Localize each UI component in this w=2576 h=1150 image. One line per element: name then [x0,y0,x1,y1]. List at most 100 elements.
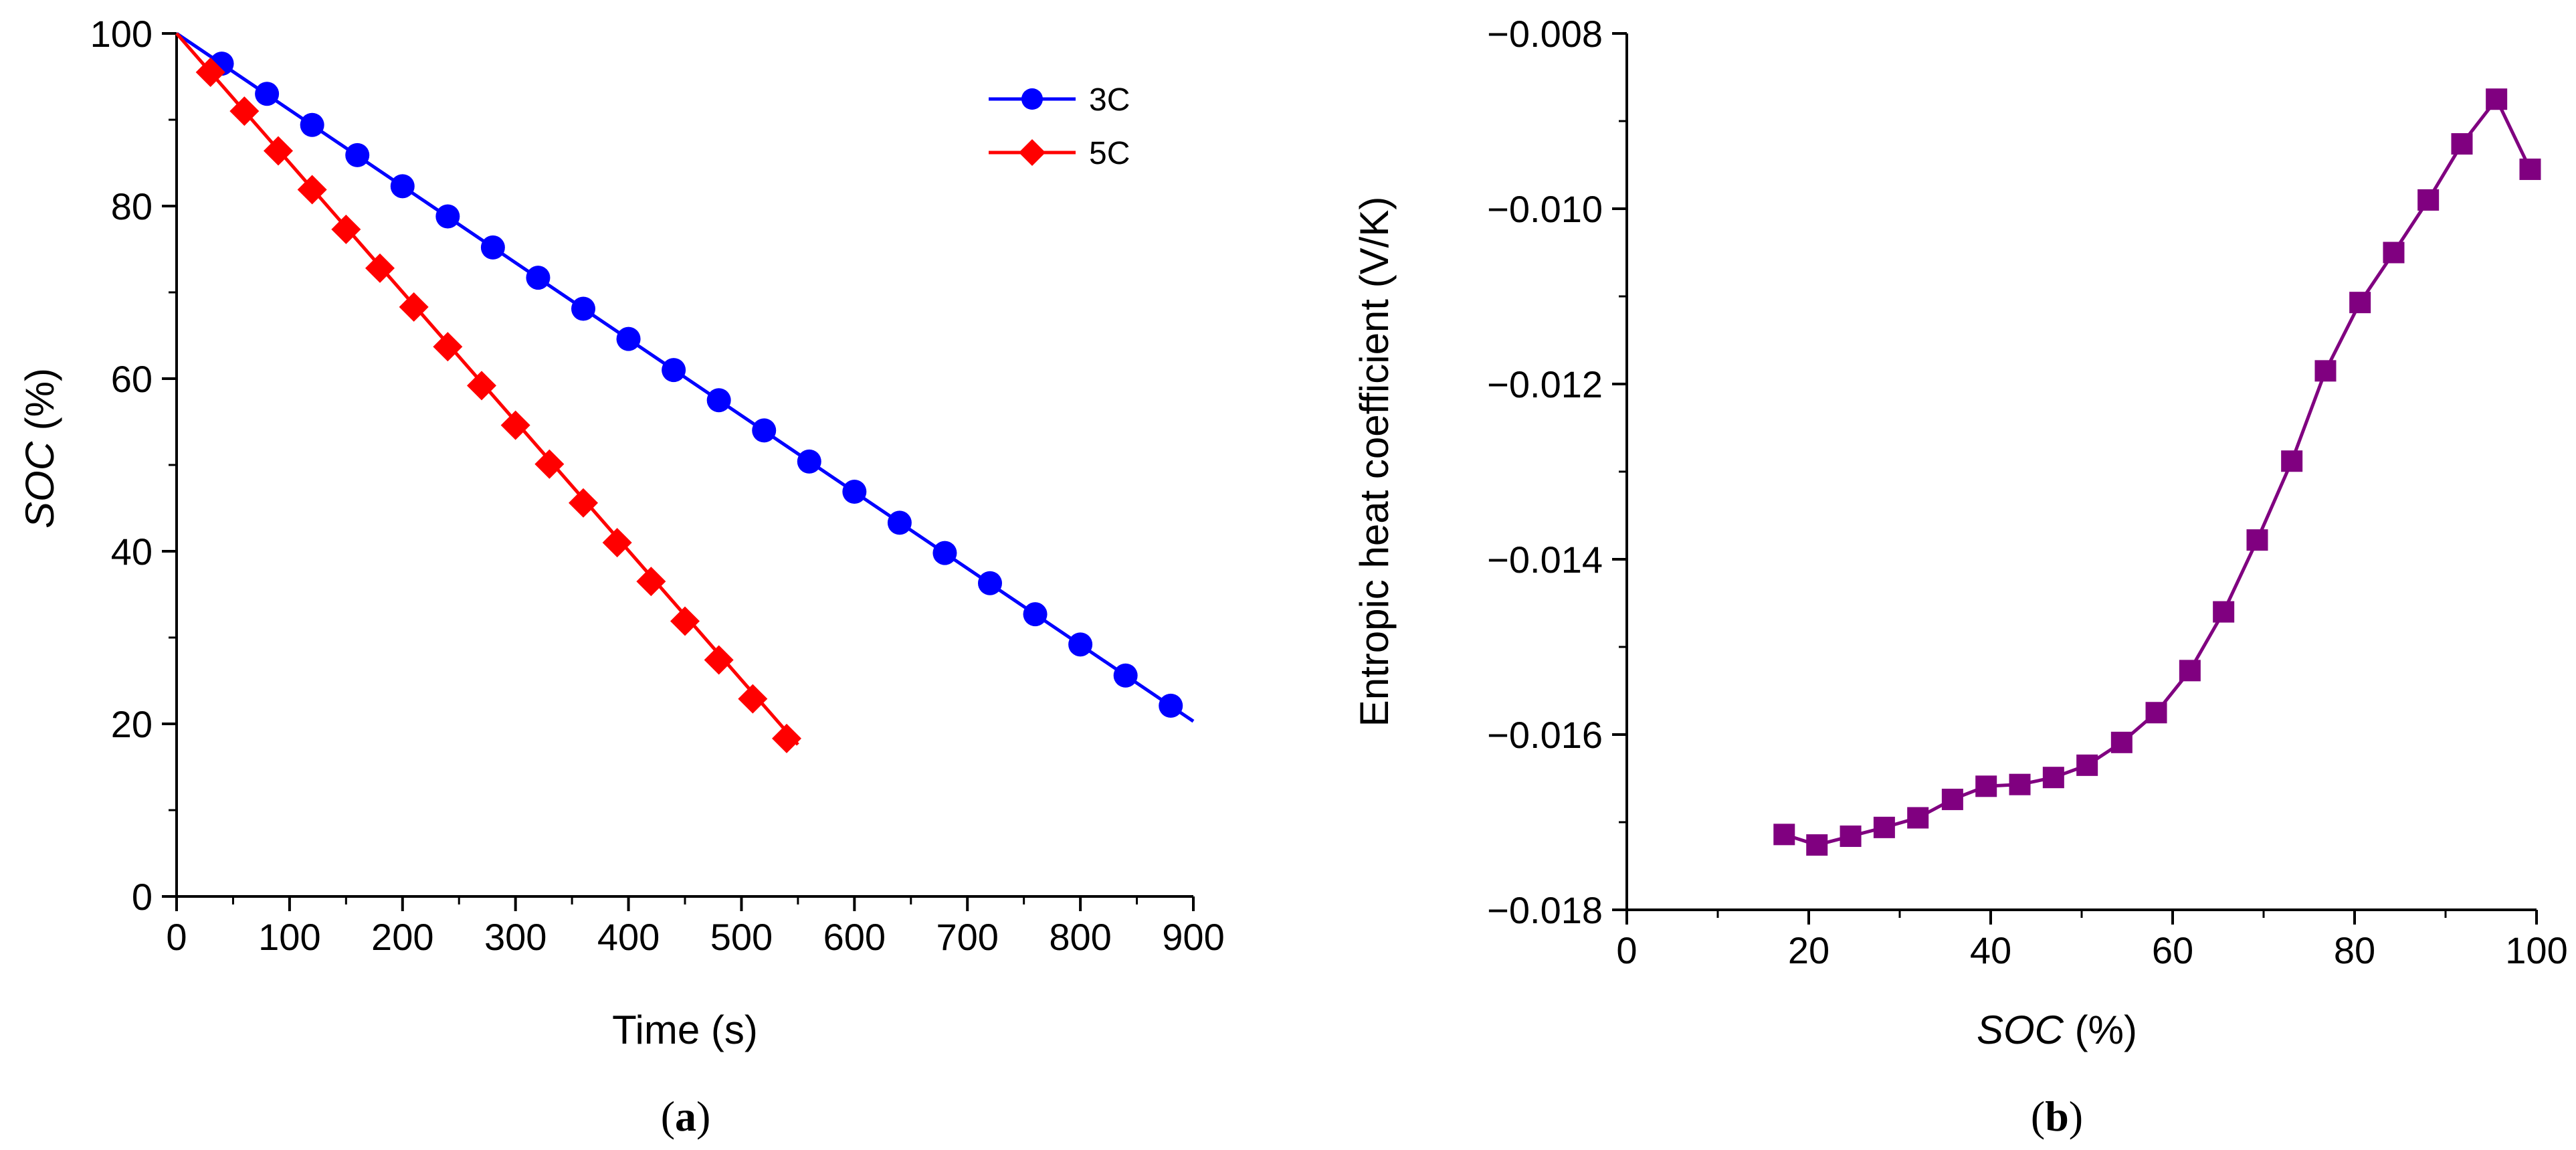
chart-b-y-axis-title: Entropic heat coefficient (V/K) [1352,197,1397,727]
chart-b-series-entropic-heat-coefficient-point [1773,824,1795,846]
chart-a-series-5c-point [365,253,395,283]
panel-label-b: (b) [2031,1092,2083,1140]
chart-a-y-tick-label: 0 [132,876,153,918]
chart-a-y-axis-title-italic: SOC [17,441,62,529]
legend-3c-marker [1021,88,1043,110]
chart-panel-b: 0 20 40 60 80 100 −0.018 −0.016 −0.014 −0.012 −0.0… [1352,13,2568,1140]
chart-b-series-entropic-heat-coefficient-point [1806,834,1828,856]
chart-a-x-axis-title: Time (s) [612,1008,758,1052]
chart-b-series-entropic-heat-coefficient-point [2314,360,2337,382]
chart-a-y-tick-label: 60 [111,358,153,400]
chart-a-series-3c-point [255,82,280,106]
legend-5c-marker [1019,139,1046,166]
chart-b-series-entropic-heat-coefficient-point [1975,775,1997,797]
chart-b-x-tick-label: 0 [1616,929,1637,971]
panel-label-a: (a) [661,1092,711,1140]
chart-a-x-tick-label: 200 [371,916,433,958]
chart-b-x-tick-label: 80 [2334,929,2375,971]
chart-b-y-tick-label: −0.008 [1487,13,1603,55]
chart-b-x-tick-label: 40 [1970,929,2011,971]
chart-a-y-axis-title-rest: (%) [17,368,62,442]
chart-b-series-entropic-heat-coefficient-point [2179,660,2201,682]
chart-b-series-entropic-heat-coefficient-point [2383,242,2405,264]
chart-b-series-entropic-heat-coefficient-point [1941,788,1963,810]
panel-label-a-open: ( [661,1092,675,1140]
chart-a-series-3c-line [175,31,1195,723]
chart-a-y-tick-label: 80 [111,185,153,227]
chart-b-series-entropic-heat-coefficient-point [2042,767,2064,789]
chart-a-series-3c-point [662,358,686,383]
chart-a-series-5c-point [229,96,260,126]
chart-b-series-entropic-heat-coefficient-point [2417,189,2440,211]
chart-a-series-5c-point [704,645,734,675]
chart-a-axes [175,33,1193,898]
chart-a-series-3c-point [932,541,957,565]
chart-a-series-5c-point [772,723,801,753]
chart-b-x-tick-label: 60 [2152,929,2193,971]
chart-a-series-5c-point [195,58,225,88]
chart-a-series-3c-point [571,296,595,321]
chart-a-series-3c-point [345,142,370,167]
chart-b-y-tick-label: −0.010 [1487,188,1603,230]
chart-b-series-entropic-heat-coefficient-point [2076,754,2098,776]
chart-a-series-5c-point [738,684,768,714]
legend-5c-label: 5C [1089,136,1130,171]
chart-a-x-tick-label: 500 [710,916,773,958]
chart-a-y-tick-label: 20 [111,703,153,745]
chart-a-series-3c-point [480,235,505,260]
chart-a-legend: 3C 5C [989,82,1130,171]
chart-panel-a: 0 100 200 300 400 500 600 700 800 900 0 20 40 60 80 100… [17,13,1225,1140]
chart-a-x-tick-label: 400 [597,916,660,958]
chart-a-series-3c-point [300,112,324,137]
chart-a-series-3c-point [1068,632,1093,657]
chart-a-series-3c-point [1113,663,1138,688]
chart-a-series-3c-point [616,326,641,351]
chart-a-series-3c-point [978,571,1002,595]
chart-a-series-5c-point [534,449,565,479]
panel-label-b-close: ) [2069,1092,2083,1140]
chart-a-series [175,31,1195,753]
chart-a-x-tick-label: 600 [823,916,886,958]
chart-a-series-3c-point [752,418,777,443]
chart-b-series-entropic-heat-coefficient-point [2213,601,2235,623]
chart-a-series-3c-point [706,388,731,413]
chart-a-series-3c-point [1159,693,1183,718]
chart-b-series-entropic-heat-coefficient-point [2281,450,2303,472]
chart-a-series-5c-point [602,528,632,558]
chart-b-y-tick-label: −0.012 [1487,363,1603,405]
chart-a-series-5c-point [331,214,361,244]
chart-a-y-tick-label: 100 [90,13,153,55]
panel-label-a-letter: a [675,1092,696,1140]
panel-label-b-letter: b [2045,1092,2069,1140]
chart-b-series-entropic-heat-coefficient-point [1873,816,1895,838]
chart-a-x-tick-label: 800 [1049,916,1111,958]
chart-a-series-3c-point [526,266,551,290]
chart-b-x-axis-title-rest: (%) [2064,1008,2137,1052]
chart-b-series-entropic-heat-coefficient-point [1907,807,1929,829]
chart-a-series-5c-point [500,410,530,440]
chart-b-series-entropic-heat-coefficient-point [2246,529,2268,551]
chart-a-series-3c-point [435,204,460,229]
chart-a-y-axis-title: SOC (%) [17,368,62,529]
chart-a-series-3c-point [1023,602,1048,627]
chart-a-x-tick-label: 700 [936,916,999,958]
chart-b-series-entropic-heat-coefficient-line [1783,97,2532,847]
chart-b-x-tick-label: 20 [1788,929,1829,971]
chart-b-series-entropic-heat-coefficient-point [2486,88,2508,110]
chart-a-series-5c-point [433,332,463,362]
chart-b-y-tick-label: −0.014 [1487,539,1603,581]
chart-b-axes [1625,33,2537,911]
chart-b-y-tick-label: −0.018 [1487,889,1603,931]
chart-a-series-5c-point [297,175,327,205]
chart-a-series-5c-point [569,488,598,518]
chart-a-series-5c-point [636,567,666,597]
panel-label-b-open: ( [2031,1092,2045,1140]
chart-b-series-entropic-heat-coefficient-point [2110,731,2133,753]
chart-a-series-3c-point [797,449,821,474]
chart-a-x-tick-label: 0 [166,916,187,958]
chart-b-x-tick-label: 100 [2505,929,2567,971]
chart-b-y-tick-label: −0.016 [1487,714,1603,756]
chart-a-x-tick-label: 300 [484,916,547,958]
panel-label-a-close: ) [696,1092,710,1140]
